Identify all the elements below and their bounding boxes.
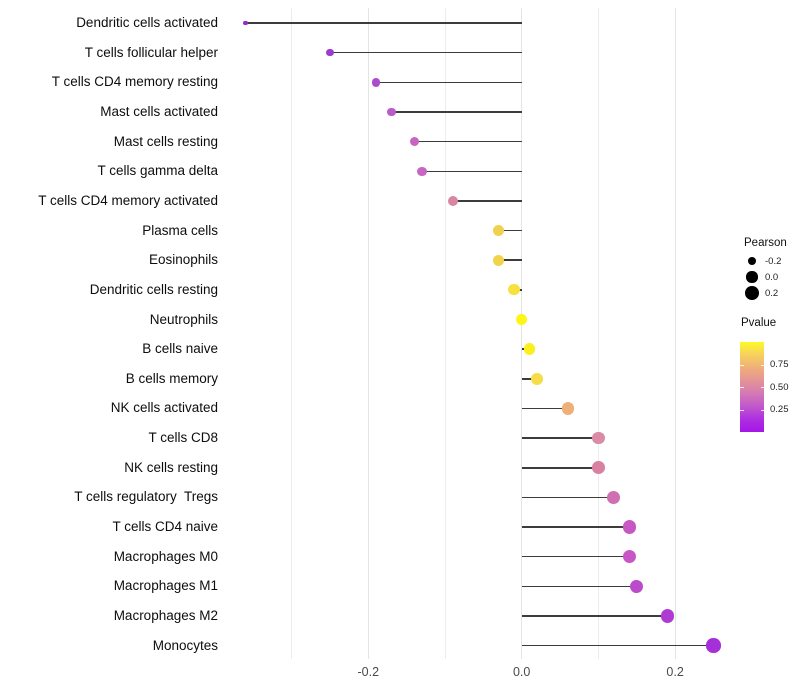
lollipop-dot <box>493 254 505 266</box>
y-axis-label: NK cells activated <box>110 400 218 416</box>
y-axis-label: T cells gamma delta <box>97 163 218 179</box>
lollipop-stick <box>375 81 522 84</box>
y-axis-label: B cells memory <box>125 370 218 386</box>
lollipop-stick <box>521 585 637 588</box>
y-axis-label: Dendritic cells resting <box>89 281 218 297</box>
y-axis-label: Macrophages M1 <box>113 578 218 594</box>
lollipop-stick <box>521 555 630 558</box>
pvalue-tick-notch <box>740 409 744 411</box>
pvalue-tick-label: 0.75 <box>770 359 789 370</box>
gridline-minor <box>444 8 446 659</box>
y-axis-label: Mast cells activated <box>100 103 218 119</box>
lollipop-dot <box>386 107 396 117</box>
lollipop-dot <box>523 343 536 355</box>
x-axis-tick-label: -0.2 <box>357 665 380 679</box>
y-axis-label: Monocytes <box>152 637 218 653</box>
lollipop-stick <box>414 140 522 143</box>
pearson-size-dot <box>747 256 757 266</box>
lollipop-stick <box>521 407 568 410</box>
lollipop-dot <box>592 461 605 475</box>
x-axis-tick-label: 0.2 <box>666 665 684 679</box>
lollipop-dot <box>660 609 675 623</box>
pvalue-legend-title: Pvalue <box>741 317 777 329</box>
lollipop-dot <box>371 78 381 87</box>
pvalue-tick-notch <box>740 364 744 366</box>
lollipop-stick <box>498 259 522 261</box>
lollipop-stick <box>521 496 614 499</box>
pvalue-gradient-bar <box>740 342 764 432</box>
pvalue-tick-notch <box>760 409 764 411</box>
gridline-major <box>674 8 676 659</box>
lollipop-dot <box>243 20 248 26</box>
gridline-minor <box>597 8 599 659</box>
y-axis-label: Macrophages M2 <box>113 608 218 623</box>
y-axis-label: Dendritic cells activated <box>76 15 218 30</box>
lollipop-dot <box>592 431 605 445</box>
lollipop-stick <box>521 644 714 647</box>
lollipop-dot <box>516 313 528 326</box>
lollipop-dot <box>531 372 543 385</box>
lollipop-stick <box>521 437 599 439</box>
y-axis-label: Plasma cells <box>142 222 218 238</box>
lollipop-dot <box>622 520 636 534</box>
pvalue-tick-notch <box>760 364 764 366</box>
lollipop-dot <box>622 550 636 564</box>
y-axis-label: T cells regulatory Tregs <box>74 489 218 505</box>
y-axis-label: T cells follicular helper <box>84 44 218 60</box>
lollipop-dot <box>630 579 644 593</box>
lollipop-dot <box>447 195 458 206</box>
gridline-minor <box>291 8 293 659</box>
pvalue-tick-label: 0.25 <box>770 404 789 415</box>
lollipop-dot <box>409 136 419 147</box>
lollipop-stick <box>391 111 522 113</box>
pearson-size-label: 0.0 <box>765 271 779 283</box>
gridline-major <box>521 8 523 659</box>
lollipop-stick <box>329 51 522 54</box>
pearson-size-label: -0.2 <box>765 255 782 267</box>
pvalue-tick-notch <box>740 387 744 388</box>
y-axis-label: T cells CD8 <box>148 430 218 446</box>
y-axis-label: B cells naive <box>142 341 218 357</box>
lollipop-dot <box>607 490 621 504</box>
lollipop-stick <box>521 526 630 528</box>
x-axis-tick-label: 0.0 <box>512 665 531 679</box>
lollipop-stick <box>452 200 522 202</box>
lollipop-stick <box>245 22 522 24</box>
y-axis-label: Eosinophils <box>148 252 218 268</box>
lollipop-stick <box>498 229 522 232</box>
pvalue-tick-notch <box>760 387 764 388</box>
lollipop-stick <box>521 615 668 617</box>
pvalue-tick-label: 0.50 <box>770 381 789 393</box>
y-axis-label: T cells CD4 memory activated <box>38 192 218 208</box>
pearson-legend-title: Pearson <box>744 237 787 249</box>
pearson-size-label: 0.2 <box>765 287 779 299</box>
y-axis-label: Neutrophils <box>149 311 218 327</box>
pearson-size-dot <box>745 286 759 300</box>
y-axis-label: NK cells resting <box>124 459 218 475</box>
lollipop-stick <box>521 467 599 469</box>
y-axis-label: Macrophages M0 <box>113 548 218 564</box>
lollipop-dot <box>326 48 334 57</box>
y-axis-label: T cells CD4 naive <box>112 519 218 535</box>
pearson-size-dot <box>746 271 758 283</box>
lollipop-dot <box>508 284 520 296</box>
lollipop-dot <box>493 225 505 237</box>
gridline-major <box>367 8 369 659</box>
y-axis-label: Mast cells resting <box>113 133 218 149</box>
lollipop-dot <box>417 166 427 176</box>
lollipop-dot <box>561 402 574 415</box>
lollipop-dot <box>706 638 721 653</box>
lollipop-stick <box>421 170 522 172</box>
lollipop-stick <box>521 378 538 380</box>
y-axis-label: T cells CD4 memory resting <box>51 74 218 90</box>
